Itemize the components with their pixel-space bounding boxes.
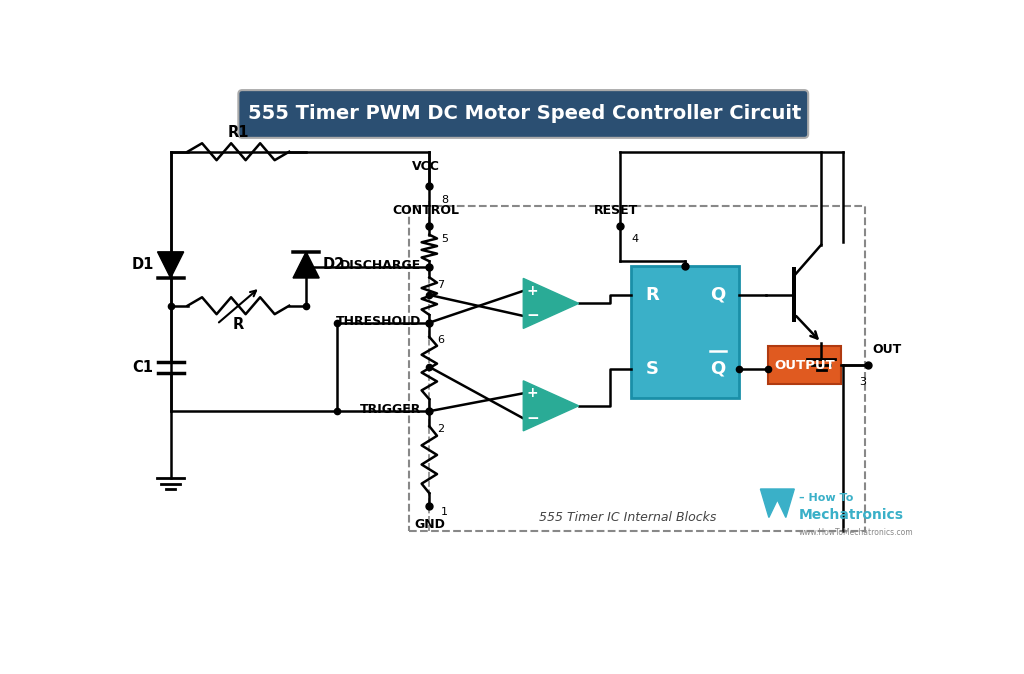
Text: 8: 8	[441, 195, 447, 205]
Text: GND: GND	[414, 518, 444, 531]
Text: D2: D2	[323, 257, 345, 272]
Bar	[768, 346, 842, 384]
Bar	[410, 206, 865, 530]
Text: 555 Timer IC Internal Blocks: 555 Timer IC Internal Blocks	[539, 512, 716, 524]
Text: CONTROL: CONTROL	[392, 204, 459, 217]
Text: R1: R1	[227, 125, 249, 140]
Text: R: R	[645, 286, 658, 304]
Polygon shape	[761, 489, 795, 518]
Text: Q: Q	[711, 360, 726, 378]
Text: TRIGGER: TRIGGER	[360, 403, 422, 416]
Text: www.HowToMechatronics.com: www.HowToMechatronics.com	[799, 528, 913, 537]
Text: R: R	[232, 317, 244, 332]
FancyBboxPatch shape	[239, 90, 808, 138]
Text: C1: C1	[133, 360, 154, 375]
Text: +: +	[526, 386, 539, 400]
Text: VCC: VCC	[412, 160, 439, 173]
Text: DISCHARGE: DISCHARGE	[340, 259, 422, 272]
Text: 4: 4	[631, 234, 638, 244]
Text: OUTPUT: OUTPUT	[774, 359, 835, 371]
Text: +: +	[526, 284, 539, 298]
Polygon shape	[523, 381, 579, 431]
Text: – How To: – How To	[799, 493, 853, 503]
Text: −: −	[526, 309, 539, 324]
Text: 555 Timer PWM DC Motor Speed Controller Circuit: 555 Timer PWM DC Motor Speed Controller …	[248, 104, 802, 123]
Text: −: −	[526, 411, 539, 426]
Text: 1: 1	[441, 508, 447, 518]
Text: Mechatronics: Mechatronics	[799, 508, 904, 522]
Text: 5: 5	[441, 234, 447, 244]
Text: 7: 7	[437, 280, 444, 290]
Text: OUT: OUT	[872, 343, 901, 356]
Bar	[631, 266, 739, 398]
Text: 2: 2	[437, 423, 444, 433]
Text: S: S	[645, 360, 658, 378]
Text: 6: 6	[437, 335, 444, 345]
Polygon shape	[293, 252, 319, 278]
Text: 3: 3	[860, 377, 866, 388]
Polygon shape	[523, 278, 579, 328]
Text: D1: D1	[131, 257, 154, 272]
Text: THRESHOLD: THRESHOLD	[336, 315, 422, 328]
Polygon shape	[158, 252, 183, 278]
Text: RESET: RESET	[594, 204, 638, 217]
Text: Q: Q	[711, 286, 726, 304]
